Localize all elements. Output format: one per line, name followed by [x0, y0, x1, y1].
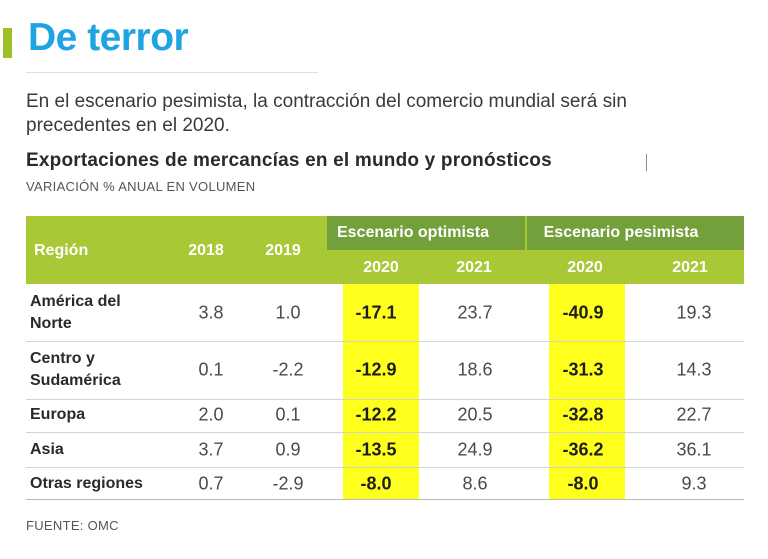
- value-cell-2019: 1.0: [275, 302, 301, 323]
- header-pessimistic-2020: 2020: [567, 259, 603, 276]
- headline: De terror: [28, 16, 189, 59]
- value-cell-optimista-2020: -12.2: [355, 404, 397, 425]
- header-pessimistic-2021: 2021: [672, 259, 708, 276]
- row-divider: [26, 399, 744, 400]
- source-note: FUENTE: OMC: [26, 518, 119, 533]
- pessimistic-scenario-band: [527, 216, 744, 250]
- header-2018: 2018: [188, 242, 224, 259]
- value-cell-2019: 0.1: [275, 404, 301, 425]
- value-cell-optimista-2020: -8.0: [360, 473, 392, 494]
- region-label-line: Asia: [30, 441, 64, 458]
- value-cell-optimista-2020: -13.5: [355, 439, 397, 460]
- value-cell-pesimista-2020: -32.8: [562, 404, 604, 425]
- value-cell-pesimista-2020: -36.2: [562, 439, 604, 460]
- header-pessimistic-scenario: Escenario pesimista: [543, 224, 699, 241]
- value-cell-optimista-2021: 20.5: [457, 404, 493, 425]
- header-2019: 2019: [265, 242, 301, 259]
- region-label: Asia: [30, 439, 170, 461]
- value-cell-optimista-2021: 23.7: [457, 302, 493, 323]
- region-label: Europa: [30, 404, 170, 426]
- value-cell-optimista-2021: 24.9: [457, 439, 493, 460]
- value-cell-pesimista-2020: -31.3: [562, 359, 604, 380]
- row-divider: [26, 432, 744, 433]
- header-optimistic-2021: 2021: [456, 259, 492, 276]
- row-divider: [26, 467, 744, 468]
- region-label-line: Norte: [30, 315, 72, 332]
- region-label: Centro y Sudamérica: [30, 348, 170, 392]
- headline-divider: [26, 72, 318, 73]
- optimistic-scenario-band: [327, 216, 525, 250]
- value-cell-2018: 2.0: [198, 404, 224, 425]
- value-cell-optimista-2020: -17.1: [355, 302, 397, 323]
- value-cell-optimista-2021: 8.6: [462, 473, 488, 494]
- region-label-line: Otras regiones: [30, 475, 143, 492]
- value-cell-2018: 0.7: [198, 473, 224, 494]
- value-cell-pesimista-2020: -8.0: [567, 473, 599, 494]
- region-label-line: Sudamérica: [30, 372, 121, 389]
- value-cell-2019: 0.9: [275, 439, 301, 460]
- value-cell-pesimista-2021: 9.3: [681, 473, 707, 494]
- region-label-line: América del: [30, 293, 121, 310]
- region-label-line: Centro y: [30, 350, 95, 367]
- value-cell-2018: 3.7: [198, 439, 224, 460]
- value-cell-pesimista-2020: -40.9: [562, 302, 604, 323]
- row-divider: [26, 499, 744, 500]
- value-cell-2018: 0.1: [198, 359, 224, 380]
- value-cell-optimista-2020: -12.9: [355, 359, 397, 380]
- table-title: Exportaciones de mercancías en el mundo …: [26, 150, 552, 171]
- value-cell-2019: -2.2: [272, 359, 304, 380]
- row-divider: [26, 341, 744, 342]
- region-label: América del Norte: [30, 291, 170, 335]
- optimistic-2020-highlight: [343, 284, 419, 499]
- value-cell-2018: 3.8: [198, 302, 224, 323]
- headline-accent-bar: [3, 28, 12, 58]
- intro-text: En el escenario pesimista, la contracció…: [26, 91, 627, 136]
- region-label: Otras regiones: [30, 473, 170, 495]
- region-label-line: Europa: [30, 406, 86, 423]
- title-divider-tick: [646, 154, 647, 171]
- header-region: Región: [34, 242, 89, 259]
- header-optimistic-scenario: Escenario optimista: [336, 224, 490, 241]
- value-cell-2019: -2.9: [272, 473, 304, 494]
- value-cell-pesimista-2021: 22.7: [676, 404, 712, 425]
- value-cell-pesimista-2021: 36.1: [676, 439, 712, 460]
- table-subtitle: VARIACIÓN % ANUAL EN VOLUMEN: [26, 179, 256, 194]
- value-cell-optimista-2021: 18.6: [457, 359, 493, 380]
- value-cell-pesimista-2021: 14.3: [676, 359, 712, 380]
- header-optimistic-2020: 2020: [363, 259, 399, 276]
- pessimistic-2020-highlight: [549, 284, 625, 499]
- value-cell-pesimista-2021: 19.3: [676, 302, 712, 323]
